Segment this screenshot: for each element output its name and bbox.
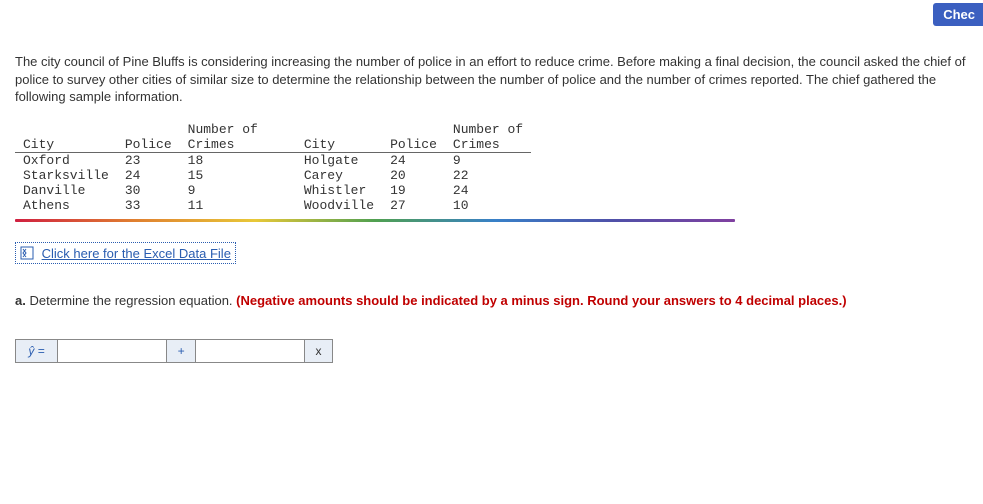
regression-answer-row: ŷ = + x	[15, 339, 968, 363]
sample-data-table: Number of Number of City Police Crimes C…	[15, 122, 531, 213]
cell-crimes: 10	[445, 198, 531, 213]
slope-input[interactable]	[195, 339, 305, 363]
col-header-crimes-l2-r: Crimes	[445, 137, 531, 153]
cell-crimes: 9	[445, 152, 531, 168]
yhat-label: ŷ =	[15, 339, 57, 363]
check-button[interactable]: Chec	[933, 3, 983, 26]
table-row: Oxford 23 18 Holgate 24 9	[15, 152, 531, 168]
col-header-police: Police	[117, 137, 180, 153]
question-note: (Negative amounts should be indicated by…	[236, 293, 846, 308]
table-row: Danville 30 9 Whistler 19 24	[15, 183, 531, 198]
cell-police: 30	[117, 183, 180, 198]
cell-police: 23	[117, 152, 180, 168]
cell-crimes: 9	[180, 183, 266, 198]
cell-city: Danville	[15, 183, 117, 198]
cell-city: Woodville	[296, 198, 382, 213]
cell-police: 19	[382, 183, 445, 198]
intro-paragraph: The city council of Pine Bluffs is consi…	[15, 53, 968, 106]
cell-crimes: 24	[445, 183, 531, 198]
col-header-city: City	[15, 137, 117, 153]
cell-crimes: 11	[180, 198, 266, 213]
col-header-crimes-l1: Number of	[180, 122, 266, 137]
col-header-police-r: Police	[382, 137, 445, 153]
cell-city: Whistler	[296, 183, 382, 198]
cell-city: Oxford	[15, 152, 117, 168]
cell-city: Holgate	[296, 152, 382, 168]
plus-label: +	[167, 339, 195, 363]
cell-police: 27	[382, 198, 445, 213]
cell-city: Carey	[296, 168, 382, 183]
excel-file-icon	[20, 246, 34, 260]
col-header-crimes-l2: Crimes	[180, 137, 266, 153]
cell-crimes: 22	[445, 168, 531, 183]
excel-link-text: Click here for the Excel Data File	[42, 246, 231, 261]
col-header-crimes-l1-r: Number of	[445, 122, 531, 137]
cell-city: Athens	[15, 198, 117, 213]
cell-police: 20	[382, 168, 445, 183]
excel-link-wrapper[interactable]: Click here for the Excel Data File	[15, 242, 236, 264]
cell-crimes: 18	[180, 152, 266, 168]
question-a: a. Determine the regression equation. (N…	[15, 292, 968, 310]
gradient-divider	[15, 219, 735, 222]
intercept-input[interactable]	[57, 339, 167, 363]
table-row: Starksville 24 15 Carey 20 22	[15, 168, 531, 183]
table-row: Athens 33 11 Woodville 27 10	[15, 198, 531, 213]
cell-police: 24	[382, 152, 445, 168]
question-text: Determine the regression equation.	[29, 293, 236, 308]
question-letter: a.	[15, 293, 26, 308]
cell-police: 24	[117, 168, 180, 183]
x-label: x	[305, 339, 333, 363]
col-header-city-r: City	[296, 137, 382, 153]
main-content: The city council of Pine Bluffs is consi…	[0, 0, 983, 363]
cell-police: 33	[117, 198, 180, 213]
cell-city: Starksville	[15, 168, 117, 183]
cell-crimes: 15	[180, 168, 266, 183]
